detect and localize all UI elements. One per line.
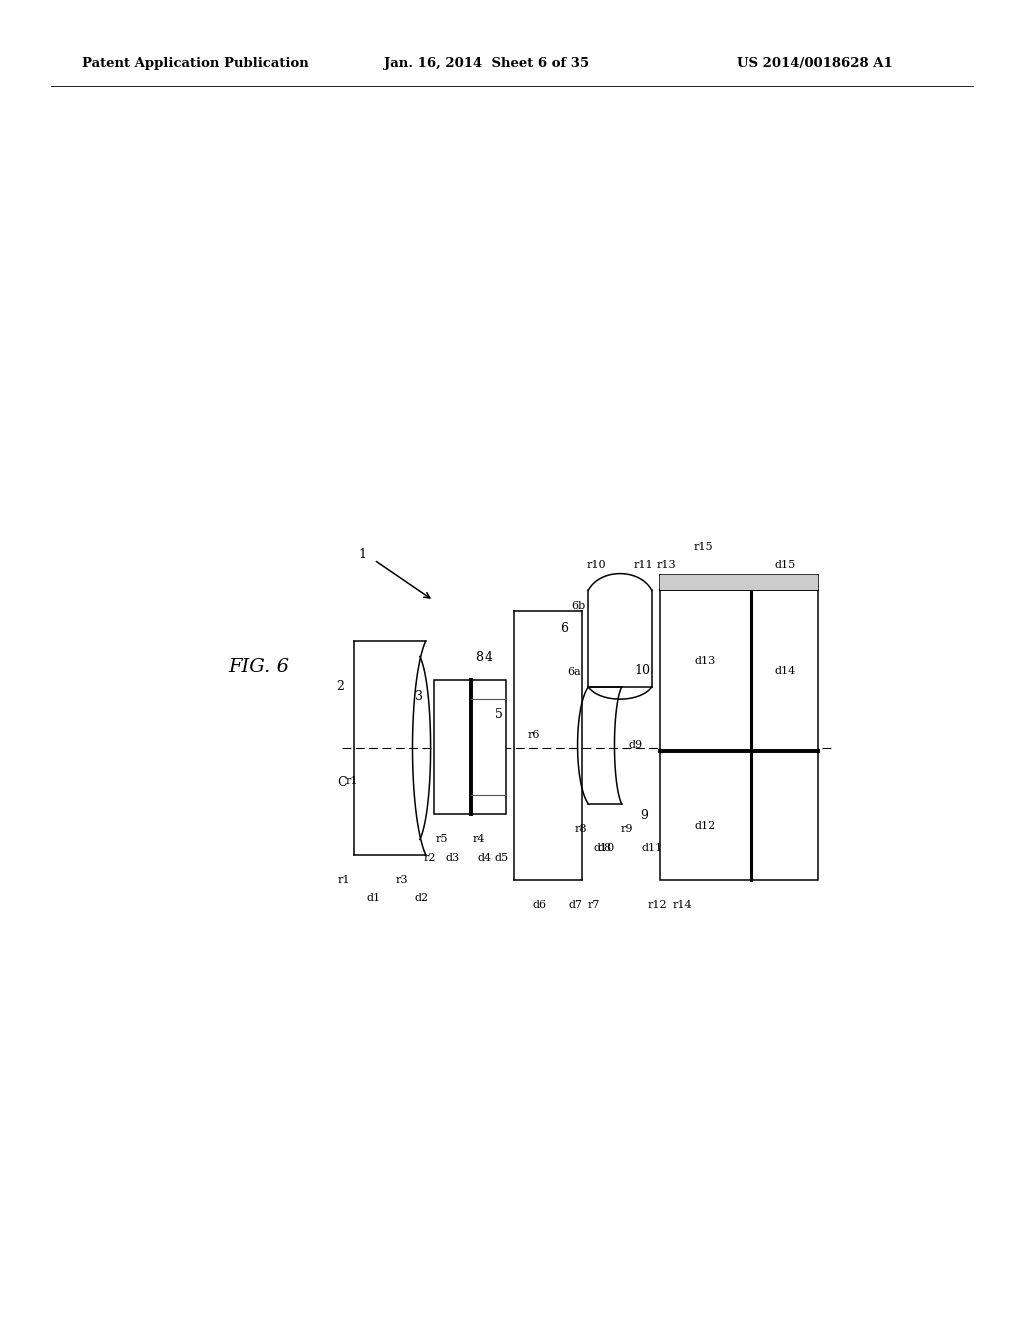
Text: r12: r12 [647,900,668,911]
Text: r13: r13 [656,560,676,570]
Text: d7: d7 [568,900,583,911]
Text: US 2014/0018628 A1: US 2014/0018628 A1 [737,57,893,70]
Text: 3: 3 [416,689,423,702]
Bar [471,680,506,814]
Text: Patent Application Publication: Patent Application Publication [82,57,308,70]
Text: r15: r15 [693,541,713,552]
Text: d2: d2 [415,894,429,903]
Text: 1: 1 [358,548,367,561]
Text: d15: d15 [774,560,796,570]
Text: 8: 8 [475,651,482,664]
Text: d3: d3 [445,853,459,863]
Bar [659,590,818,751]
Text: d11: d11 [641,842,663,853]
Text: FIG. 6: FIG. 6 [228,657,290,676]
Bar [659,576,818,590]
Text: 9: 9 [640,809,648,822]
Text: r4: r4 [472,834,485,845]
Text: 6b: 6b [571,601,586,611]
Text: 4: 4 [484,651,493,664]
Text: 5: 5 [496,709,504,721]
Text: d12: d12 [694,821,716,830]
Text: r3: r3 [395,875,408,884]
Text: r2: r2 [423,853,436,863]
Bar [433,680,471,814]
Text: 6a: 6a [567,667,581,677]
Text: Jan. 16, 2014  Sheet 6 of 35: Jan. 16, 2014 Sheet 6 of 35 [384,57,589,70]
Text: r8: r8 [574,824,587,834]
Text: r14: r14 [672,900,692,911]
Text: C: C [338,776,347,789]
Bar [659,751,818,880]
Text: r9: r9 [621,824,633,834]
Text: d6: d6 [532,900,547,911]
Text: r7: r7 [588,900,600,911]
Text: d9: d9 [629,741,643,750]
Text: d8: d8 [598,842,612,853]
Text: r10: r10 [587,560,606,570]
Text: d1: d1 [367,894,381,903]
Text: r1: r1 [345,776,358,787]
Text: d13: d13 [694,656,716,665]
Text: r11: r11 [634,560,653,570]
Text: d5: d5 [495,853,509,863]
Text: d10: d10 [594,842,614,853]
Text: r5: r5 [435,834,447,845]
Text: 10: 10 [634,664,650,677]
Text: r6: r6 [527,730,540,741]
Text: 6: 6 [560,622,568,635]
Text: r1: r1 [338,875,350,884]
Text: d4: d4 [477,853,492,863]
Text: 2: 2 [336,680,344,693]
Text: d14: d14 [774,665,796,676]
